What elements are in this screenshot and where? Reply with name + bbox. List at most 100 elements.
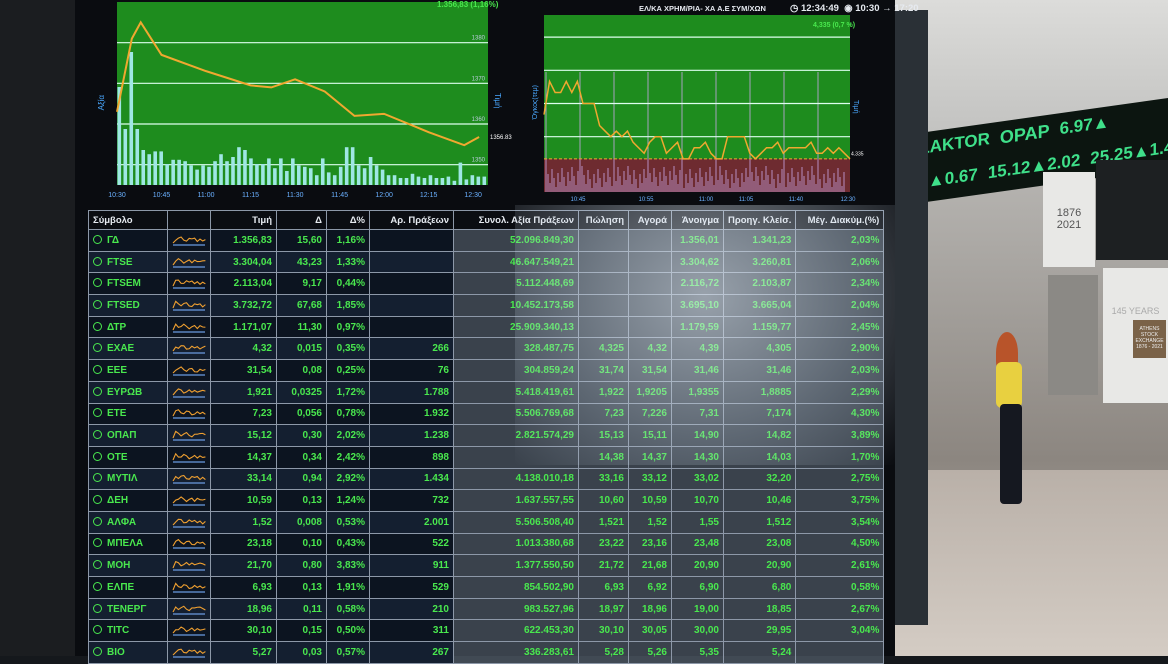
- sparkline-price: [172, 345, 206, 352]
- table-row[interactable]: ΕΤΕ 7,23 0,056 0,78% 1.932 5.506.769,68 7,23 7,…: [88, 402, 885, 426]
- y-tick-label: 1370: [472, 76, 486, 82]
- sparkline: [172, 366, 206, 376]
- cell-συνολ-αξία-πράξεων: 854.502,90: [453, 576, 579, 599]
- cell--νοιγμα: 31,46: [671, 359, 724, 382]
- cell-αρ-πράξεων: [369, 294, 454, 317]
- symbol-cell[interactable]: TITC: [88, 619, 168, 643]
- cell-αγορά: 7,226: [628, 402, 672, 426]
- sparkline-cell: [167, 272, 211, 296]
- sparkline: [172, 539, 206, 550]
- volume-bar: [440, 178, 445, 185]
- table-row[interactable]: ΕΧΑΕ 4,32 0,015 0,35% 266 328.487,75 4,325 4,32…: [88, 337, 885, 361]
- table-row[interactable]: FTSE 3.304,04 43,23 1,33% 46.647.549,21 3.304…: [88, 250, 885, 274]
- sparkline-price: [172, 300, 206, 309]
- symbol-cell[interactable]: ΔΕΗ: [88, 489, 168, 512]
- volume-bar: [338, 166, 343, 185]
- symbol-cell[interactable]: ΜΟΗ: [88, 554, 168, 577]
- cell-πώληση: 1,922: [578, 380, 629, 404]
- cell-μέγ-διακύμ-: 2,90%: [795, 337, 885, 361]
- volume-bar: [225, 161, 229, 185]
- column-header[interactable]: Δ: [276, 210, 327, 230]
- cell-μέγ-διακύμ-: 1,70%: [795, 445, 885, 469]
- table-row[interactable]: ΔΕΗ 10,59 0,13 1,24% 732 1.637.557,55 10,60 10,…: [88, 489, 885, 512]
- symbol-cell[interactable]: ΕΧΑΕ: [88, 337, 168, 361]
- table-row[interactable]: FTSEM 2.113,04 9,17 0,44% 5.112.448,69 2.116,…: [88, 272, 885, 296]
- cell-δ-: 0,78%: [326, 402, 370, 426]
- table-row[interactable]: ΕΕΕ 31,54 0,08 0,25% 76 304.859,24 31,74 31,54 3…: [88, 359, 885, 382]
- volume-bar: [380, 169, 385, 185]
- volume-bar: [464, 179, 469, 185]
- symbol-cell[interactable]: ΟΠΑΠ: [88, 424, 168, 447]
- table-row[interactable]: ΒΙΟ 5,27 0,03 0,57% 267 336.283,61 5,28 5,26 5,3…: [88, 641, 885, 664]
- symbol-cell[interactable]: ΕΛΠΕ: [88, 576, 168, 599]
- x-tick-label: 11:15: [242, 192, 259, 199]
- symbol-cell[interactable]: FTSE: [88, 250, 168, 274]
- sparkline: [172, 626, 206, 636]
- cell-αρ-πράξεων: 911: [369, 554, 454, 577]
- symbol: ΕΕΕ: [107, 364, 128, 376]
- symbol-cell[interactable]: ΟΤΕ: [88, 445, 168, 469]
- symbol-cell[interactable]: ΜΠΕΛΑ: [88, 532, 168, 556]
- volume-bar: [249, 158, 253, 185]
- cell-συνολ-αξία-πράξεων: 1.013.380,68: [453, 532, 579, 556]
- symbol: ΜΠΕΛΑ: [107, 538, 144, 550]
- table-row[interactable]: ΕΛΠΕ 6,93 0,13 1,91% 529 854.502,90 6,93 6,92 6,…: [88, 576, 885, 599]
- table-row[interactable]: ΑΛΦΑ 1,52 0,008 0,53% 2.001 5.506.508,40 1,521…: [88, 510, 885, 534]
- column-header[interactable]: Συνολ. Αξία Πράξεων: [453, 210, 579, 230]
- symbol-cell[interactable]: ΕΕΕ: [88, 359, 168, 382]
- sparkline-price: [172, 236, 206, 244]
- symbol-cell[interactable]: ΑΛΦΑ: [88, 510, 168, 534]
- cell-αρ-πράξεων: 1.932: [369, 402, 454, 426]
- table-row[interactable]: ΟΠΑΠ 15,12 0,30 2,02% 1.238 2.821.574,29 15,13…: [88, 424, 885, 447]
- column-header[interactable]: Αγορά: [628, 210, 672, 230]
- quotes-table: Σύμβολο Τιμή Δ Δ% Αρ. Πράξεων Συνολ. Αξία Πρά…: [88, 210, 885, 664]
- column-header[interactable]: [167, 210, 211, 230]
- table-row[interactable]: ΓΔ 1.356,83 15,60 1,16% 52.096.849,30 1.356,0…: [88, 229, 885, 252]
- column-header[interactable]: Σύμβολο: [88, 210, 168, 230]
- symbol-cell[interactable]: ΓΔ: [88, 229, 168, 252]
- symbol-cell[interactable]: FTSEM: [88, 272, 168, 296]
- column-header[interactable]: Προηγ. Κλείσ.: [722, 210, 797, 230]
- table-row[interactable]: ΔΤΡ 1.171,07 11,30 0,97% 25.909.340,13 1.179,…: [88, 315, 885, 339]
- exchange-plaque: ATHENS STOCK EXCHANGE 1876 - 2021: [1133, 320, 1166, 358]
- column-header[interactable]: Δ%: [326, 210, 370, 230]
- symbol-cell[interactable]: ΤΕΝΕΡΓ: [88, 597, 168, 621]
- symbol-cell[interactable]: ΒΙΟ: [88, 641, 168, 664]
- table-row[interactable]: ΜΟΗ 21,70 0,80 3,83% 911 1.377.550,50 21,72 21,…: [88, 554, 885, 577]
- column-header[interactable]: Άνοιγμα: [671, 210, 724, 230]
- cell-αρ-πράξεων: 266: [369, 337, 454, 361]
- cell-αρ-πράξεων: 311: [369, 619, 454, 643]
- column-header[interactable]: Τιμή: [210, 210, 277, 230]
- cell--νοιγμα: 1.179,59: [671, 315, 724, 339]
- sparkline-price: [172, 279, 206, 287]
- cell-μέγ-διακύμ-: 3,04%: [795, 619, 885, 643]
- table-row[interactable]: FTSED 3.732,72 67,68 1,85% 10.452.173,58 3.69…: [88, 294, 885, 317]
- symbol-cell[interactable]: ΜΥΤΙΛ: [88, 467, 168, 491]
- symbol-cell[interactable]: FTSED: [88, 294, 168, 317]
- symbol-cell[interactable]: ΕΥΡΩΒ: [88, 380, 168, 404]
- sparkline-cell: [167, 402, 211, 426]
- table-row[interactable]: ΜΠΕΛΑ 23,18 0,10 0,43% 522 1.013.380,68 23,22 2…: [88, 532, 885, 556]
- volume-bar: [183, 161, 187, 185]
- column-header[interactable]: Πώληση: [578, 210, 629, 230]
- volume-bar: [207, 166, 211, 185]
- column-header[interactable]: Αρ. Πράξεων: [369, 210, 454, 230]
- symbol-cell[interactable]: ΕΤΕ: [88, 402, 168, 426]
- cell-πώληση: [578, 272, 629, 296]
- cell-δ: 67,68: [276, 294, 327, 317]
- cell--νοιγμα: 30,00: [671, 619, 724, 643]
- table-row[interactable]: ΤΕΝΕΡΓ 18,96 0,11 0,58% 210 983.527,96 18,97 18…: [88, 597, 885, 621]
- table-row[interactable]: ΜΥΤΙΛ 33,14 0,94 2,92% 1.434 4.138.010,18 33,1…: [88, 467, 885, 491]
- column-header[interactable]: Μέγ. Διακύμ.(%): [795, 210, 885, 230]
- cell-δ-: 1,33%: [326, 250, 370, 274]
- table-row[interactable]: ΟΤΕ 14,37 0,34 2,42% 898 14,38 14,37 14,30 14,03…: [88, 445, 885, 469]
- cell-προηγ-κλείσ-: 7,174: [722, 402, 797, 426]
- sparkline-cell: [167, 337, 211, 361]
- symbol-cell[interactable]: ΔΤΡ: [88, 315, 168, 339]
- cell-δ: 0,30: [276, 424, 327, 447]
- table-row[interactable]: TITC 30,10 0,15 0,50% 311 622.453,30 30,10 30,0…: [88, 619, 885, 643]
- table-row[interactable]: ΕΥΡΩΒ 1,921 0,0325 1,72% 1.788 5.418.419,61 1,…: [88, 380, 885, 404]
- sparkline-price: [172, 518, 206, 526]
- sparkline-cell: [167, 576, 211, 599]
- sparkline: [172, 236, 206, 246]
